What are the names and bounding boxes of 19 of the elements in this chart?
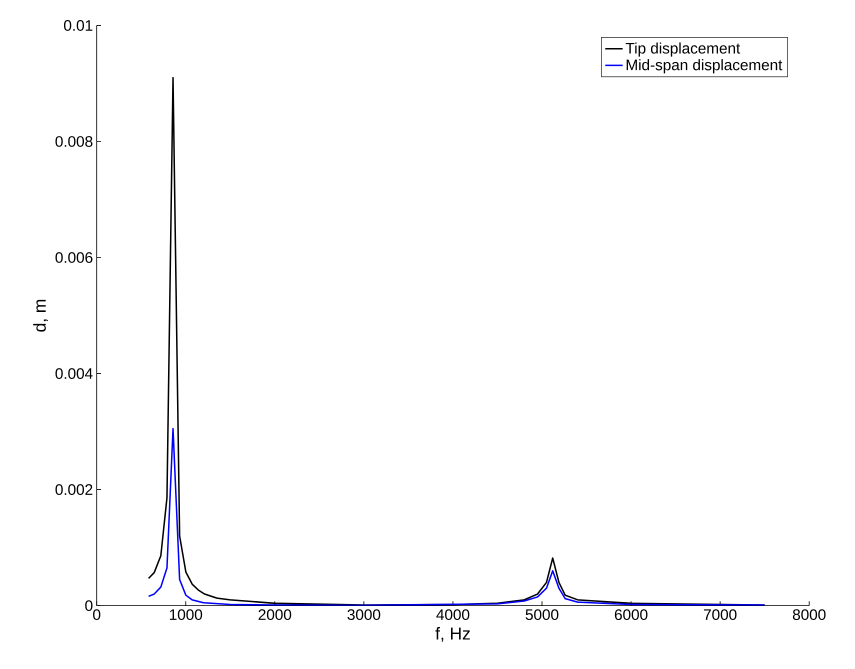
- x-tick-label: 0: [93, 609, 100, 620]
- x-tick-label: 3000: [347, 609, 380, 620]
- y-tick-label: 0.01: [64, 20, 92, 31]
- x-axis-title: f, Hz: [435, 627, 470, 642]
- legend-label: Tip displacement: [626, 42, 740, 57]
- x-tick-label: 5000: [526, 609, 558, 620]
- y-tick-label: 0: [85, 600, 92, 612]
- x-tick-label: 2000: [258, 609, 292, 620]
- x-tick-label: 4000: [436, 609, 470, 620]
- x-tick-label: 1000: [170, 609, 202, 620]
- x-tick-label: 6000: [614, 609, 648, 620]
- y-tick-label: 0.008: [55, 136, 92, 148]
- x-tick-label: 8000: [792, 609, 826, 620]
- x-tick-label: 7000: [704, 609, 737, 620]
- y-tick-label: 0.006: [55, 252, 92, 264]
- y-tick-label: 0.004: [55, 368, 93, 380]
- y-tick-label: 0.002: [55, 484, 92, 496]
- legend-label: Mid-span displacement: [626, 59, 782, 74]
- y-axis-title: d, m: [33, 300, 48, 332]
